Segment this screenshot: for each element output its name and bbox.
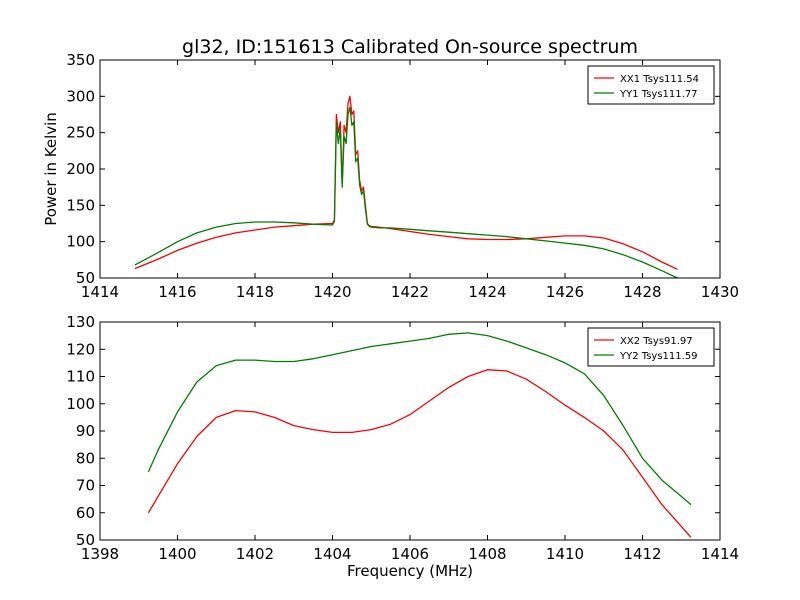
y-tick-label: 50	[76, 269, 95, 287]
y-tick-label: 100	[66, 233, 95, 251]
y-tick-label: 130	[66, 313, 95, 331]
x-tick-label: 1414	[701, 545, 739, 563]
legend-label: YY2 Tsys111.59	[619, 351, 698, 362]
x-tick-label: 1430	[701, 283, 739, 301]
bottom-panel-xlabel: Frequency (MHz)	[347, 562, 473, 580]
x-tick-label: 1400	[158, 545, 196, 563]
series-line-yy2	[147, 332, 692, 506]
y-tick-label: 200	[66, 160, 95, 178]
x-tick-label: 1422	[391, 283, 429, 301]
x-tick-label: 1402	[236, 545, 274, 563]
y-tick-label: 60	[76, 504, 95, 522]
figure-title: gl32, ID:151613 Calibrated On-source spe…	[182, 36, 638, 58]
y-tick-label: 100	[66, 395, 95, 413]
x-tick-label: 1410	[546, 545, 584, 563]
x-tick-label: 1424	[468, 283, 506, 301]
x-tick-label: 1412	[623, 545, 661, 563]
series-line-yy1	[134, 106, 678, 279]
x-tick-label: 1426	[546, 283, 584, 301]
x-tick-label: 1408	[468, 545, 506, 563]
legend-label: XX2 Tsys91.97	[620, 336, 693, 347]
legend-label: YY1 Tsys111.77	[619, 89, 698, 100]
legend-label: XX1 Tsys111.54	[620, 74, 699, 85]
x-tick-label: 1416	[158, 283, 196, 301]
top-spectrum-panel: Power in Kelvin 1414 1416 1418 1420 1422 1424…	[42, 51, 739, 301]
legend-frame	[587, 327, 715, 367]
x-tick-label: 1414	[81, 283, 119, 301]
bottom-panel-frame	[99, 321, 721, 541]
x-tick-label: 1406	[391, 545, 429, 563]
y-tick-label: 90	[76, 422, 95, 440]
top-panel-legend: XX1 Tsys111.54 YY1 Tsys111.77	[587, 65, 715, 105]
top-panel-ylabel: Power in Kelvin	[42, 112, 60, 226]
x-tick-label: 1418	[236, 283, 274, 301]
y-tick-label: 250	[66, 124, 95, 142]
series-line-xx2	[147, 369, 692, 538]
y-tick-label: 120	[66, 340, 95, 358]
y-tick-label: 50	[76, 531, 95, 549]
y-tick-label: 80	[76, 449, 95, 467]
top-panel-frame	[99, 59, 721, 279]
x-tick-label: 1404	[313, 545, 351, 563]
y-tick-label: 150	[66, 196, 95, 214]
y-tick-label: 110	[66, 368, 95, 386]
bottom-spectrum-panel: Frequency (MHz) 1398 1400 1402 1404 1406 1408…	[66, 313, 739, 580]
x-tick-label: 1420	[313, 283, 351, 301]
y-tick-label: 350	[66, 51, 95, 69]
x-tick-label: 1398	[81, 545, 119, 563]
x-tick-label: 1428	[623, 283, 661, 301]
y-tick-label: 300	[66, 87, 95, 105]
y-tick-label: 70	[76, 477, 95, 495]
bottom-panel-legend: XX2 Tsys91.97 YY2 Tsys111.59	[587, 327, 715, 367]
legend-frame	[587, 65, 715, 105]
